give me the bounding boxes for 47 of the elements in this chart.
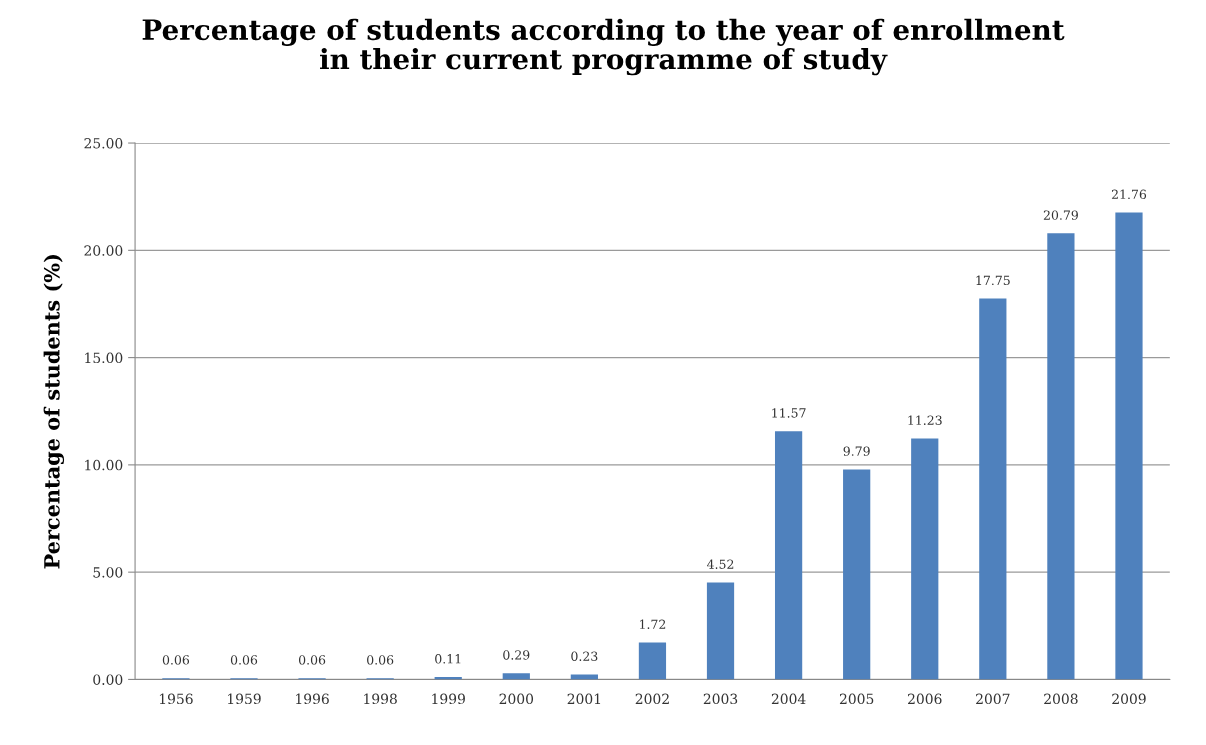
- bar: [774, 431, 803, 680]
- x-tick-label: 2007: [976, 693, 1010, 705]
- data-label: 1.72: [640, 619, 666, 629]
- bar: [1115, 212, 1143, 680]
- data-label: 11.23: [908, 415, 942, 425]
- y-tick-label: 25.00: [84, 138, 123, 149]
- bar: [843, 469, 871, 680]
- y-tick-label: 0.00: [93, 674, 123, 685]
- data-label: 0.06: [230, 655, 258, 665]
- data-label: 0.06: [162, 655, 190, 665]
- y-tick-label: 10.00: [85, 459, 123, 471]
- x-tick-label: 2009: [1112, 693, 1146, 705]
- x-tick-label: 2006: [908, 693, 942, 705]
- x-tick-label: 2002: [635, 693, 669, 705]
- bar: [638, 642, 667, 680]
- bar: [1047, 233, 1075, 680]
- data-label: 11.57: [772, 408, 806, 418]
- x-tick-label: 2004: [771, 693, 806, 705]
- y-tick-label: 15.00: [85, 352, 123, 364]
- chart-title: Percentage of students according to the year of enrollment in their current programme of study: [142, 18, 1065, 76]
- x-tick-label: 2001: [567, 693, 601, 705]
- data-label: 0.11: [435, 654, 461, 664]
- x-tick-label: 1956: [159, 693, 193, 705]
- data-label: 17.75: [976, 275, 1010, 286]
- bar: [706, 582, 735, 680]
- data-label: 4.52: [706, 559, 734, 569]
- data-label: 21.76: [1111, 189, 1147, 200]
- bar: [502, 673, 530, 680]
- x-tick-label: 2000: [499, 693, 534, 705]
- bar: [911, 438, 939, 680]
- x-tick-label: 1959: [228, 693, 261, 705]
- data-label: 0.23: [571, 651, 598, 661]
- x-tick-label: 1999: [432, 693, 465, 705]
- x-tick-label: 2005: [839, 693, 874, 705]
- data-label: 20.79: [1043, 210, 1078, 220]
- data-label: 0.29: [503, 650, 530, 660]
- bar: [979, 298, 1007, 680]
- x-tick-label: 2003: [703, 693, 738, 705]
- x-tick-label: 2008: [1044, 693, 1078, 705]
- data-label: 9.79: [843, 446, 870, 456]
- y-axis-title: Percentage of students (%): [43, 255, 65, 569]
- data-label: 0.06: [298, 655, 326, 665]
- y-tick-label: 5.00: [93, 567, 123, 578]
- x-tick-label: 1998: [364, 693, 397, 705]
- x-tick-label: 1996: [296, 693, 329, 705]
- y-tick-label: 20.00: [84, 245, 123, 256]
- data-label: 0.06: [367, 655, 394, 665]
